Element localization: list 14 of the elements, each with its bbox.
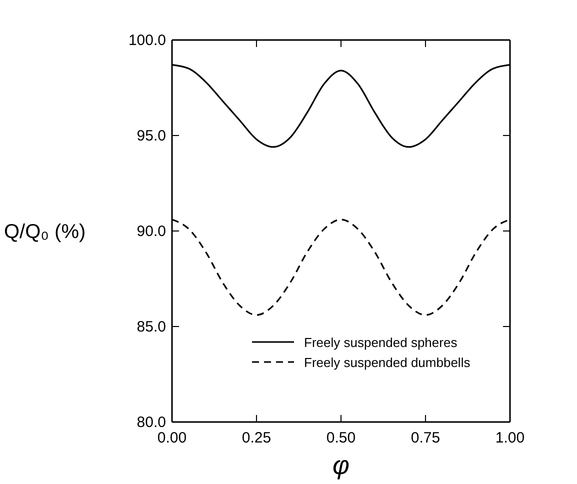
x-tick-label: 0.00 xyxy=(157,430,187,447)
legend-label: Freely suspended dumbbells xyxy=(304,355,471,370)
y-tick-label: 90.0 xyxy=(136,222,166,240)
y-tick-label: 95.0 xyxy=(136,127,166,144)
x-tick-label: 0.50 xyxy=(326,430,356,447)
y-axis-title: Q/Q₀ (%) xyxy=(4,221,86,243)
y-tick-label: 85.0 xyxy=(136,318,166,336)
y-tick-label: 100.0 xyxy=(128,32,166,49)
y-tick-label: 80.0 xyxy=(136,414,166,431)
x-axis-title: φ xyxy=(332,450,350,480)
legend-label: Freely suspended spheres xyxy=(304,335,458,350)
x-tick-label: 0.75 xyxy=(410,430,440,447)
x-tick-label: 1.00 xyxy=(495,430,525,447)
x-tick-label: 0.25 xyxy=(242,430,272,447)
